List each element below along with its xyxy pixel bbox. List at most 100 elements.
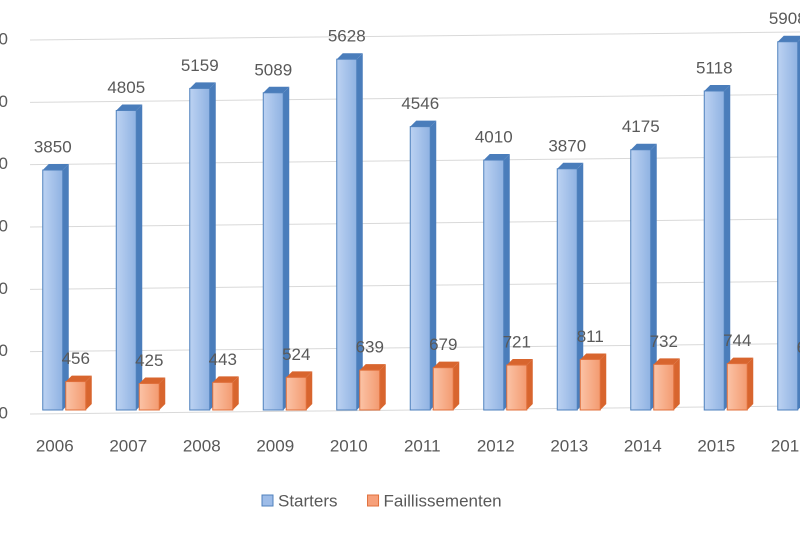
bar: [42, 169, 64, 411]
bar-side: [724, 84, 731, 410]
bar-top: [506, 359, 533, 366]
bar: [65, 381, 87, 411]
x-tick-label: 2009: [256, 436, 294, 455]
bar: [483, 159, 505, 411]
bar-top: [653, 358, 680, 365]
bar-side: [503, 154, 510, 410]
bar-top: [557, 162, 584, 169]
bar-side: [85, 375, 92, 410]
bar: [579, 358, 601, 411]
value-label: 732: [650, 332, 678, 351]
y-tick-label: 3000: [0, 216, 8, 235]
x-tick-label: 2008: [183, 436, 221, 455]
bar-side: [232, 376, 239, 410]
bar-top: [212, 376, 239, 383]
x-tick-label: 2007: [109, 436, 147, 455]
bar-side: [650, 143, 657, 410]
legend-label: Starters: [278, 491, 338, 510]
bar-top: [189, 82, 216, 89]
x-tick-label: 2006: [36, 436, 74, 455]
bar-top: [139, 377, 166, 384]
bar: [432, 367, 454, 411]
bar-side: [526, 359, 533, 410]
bar-top: [410, 120, 437, 127]
bar-side: [62, 164, 69, 410]
bar-side: [283, 86, 290, 410]
bar: [409, 126, 431, 411]
x-tick-label: 2015: [697, 436, 735, 455]
bar-side: [306, 371, 313, 410]
x-tick-label: 2016: [771, 436, 800, 455]
bar-side: [673, 358, 680, 410]
legend-swatch: [261, 494, 274, 507]
value-label: 3870: [548, 136, 586, 155]
x-tick-label: 2011: [404, 436, 441, 455]
bar-top: [630, 143, 657, 150]
bar-side: [159, 377, 166, 410]
value-label: 425: [135, 351, 163, 370]
y-tick-label: 5000: [0, 92, 8, 111]
value-label: 721: [503, 333, 531, 352]
bar: [777, 41, 799, 411]
bar: [189, 87, 211, 411]
value-label: 5628: [328, 27, 366, 46]
bar-side: [797, 39, 800, 410]
bar-side: [356, 53, 363, 411]
x-tick-label: 2012: [477, 436, 515, 455]
y-tick-label: 1000: [0, 341, 8, 360]
legend-swatch: [367, 494, 380, 507]
bar-side: [136, 104, 143, 410]
value-label: 811: [577, 327, 604, 346]
value-label: 4805: [107, 78, 145, 97]
bar: [506, 364, 528, 411]
value-label: 4010: [475, 128, 513, 147]
x-tick-label: 2013: [550, 436, 588, 455]
y-tick-label: 6000: [0, 29, 8, 48]
bar-top: [116, 104, 143, 111]
bar-top: [433, 361, 460, 368]
bar: [285, 376, 307, 411]
bar-top: [727, 357, 754, 364]
bar-top: [580, 353, 607, 360]
bar: [726, 363, 748, 411]
value-label: 5089: [254, 60, 292, 79]
bar-top: [286, 371, 313, 378]
bar: [138, 383, 160, 411]
value-label: 639: [356, 338, 384, 357]
x-tick-label: 2010: [330, 436, 368, 455]
bar-top: [777, 35, 800, 42]
bar-top: [263, 86, 290, 93]
bar: [703, 90, 725, 411]
bar: [336, 58, 358, 411]
bar: [212, 381, 234, 411]
y-tick-label: 0: [0, 403, 8, 422]
bar-top: [359, 364, 386, 371]
bar: [115, 109, 137, 411]
bar-side: [209, 82, 216, 410]
bar: [262, 92, 284, 411]
value-label: 4175: [622, 117, 660, 136]
value-label: 456: [62, 349, 90, 368]
bar-side: [577, 162, 584, 410]
grid-line: [29, 93, 800, 103]
bar: [556, 168, 578, 411]
bar: [653, 363, 675, 411]
value-label: 5908: [769, 9, 800, 28]
legend-label: Faillissementen: [384, 491, 502, 510]
bar-top: [483, 154, 510, 161]
bar-side: [747, 357, 754, 410]
value-label: 3850: [34, 138, 72, 157]
bar-top: [42, 164, 69, 171]
value-label: 744: [723, 331, 751, 350]
bar: [630, 149, 652, 411]
bar: [359, 369, 381, 411]
grid-line: [29, 31, 800, 41]
x-tick-label: 2014: [624, 436, 662, 455]
value-label: 5118: [696, 58, 733, 77]
value-label: 679: [429, 335, 457, 354]
bar-side: [430, 120, 437, 411]
bar-side: [379, 364, 386, 410]
value-label: 5159: [181, 56, 219, 75]
bar-top: [336, 53, 363, 60]
